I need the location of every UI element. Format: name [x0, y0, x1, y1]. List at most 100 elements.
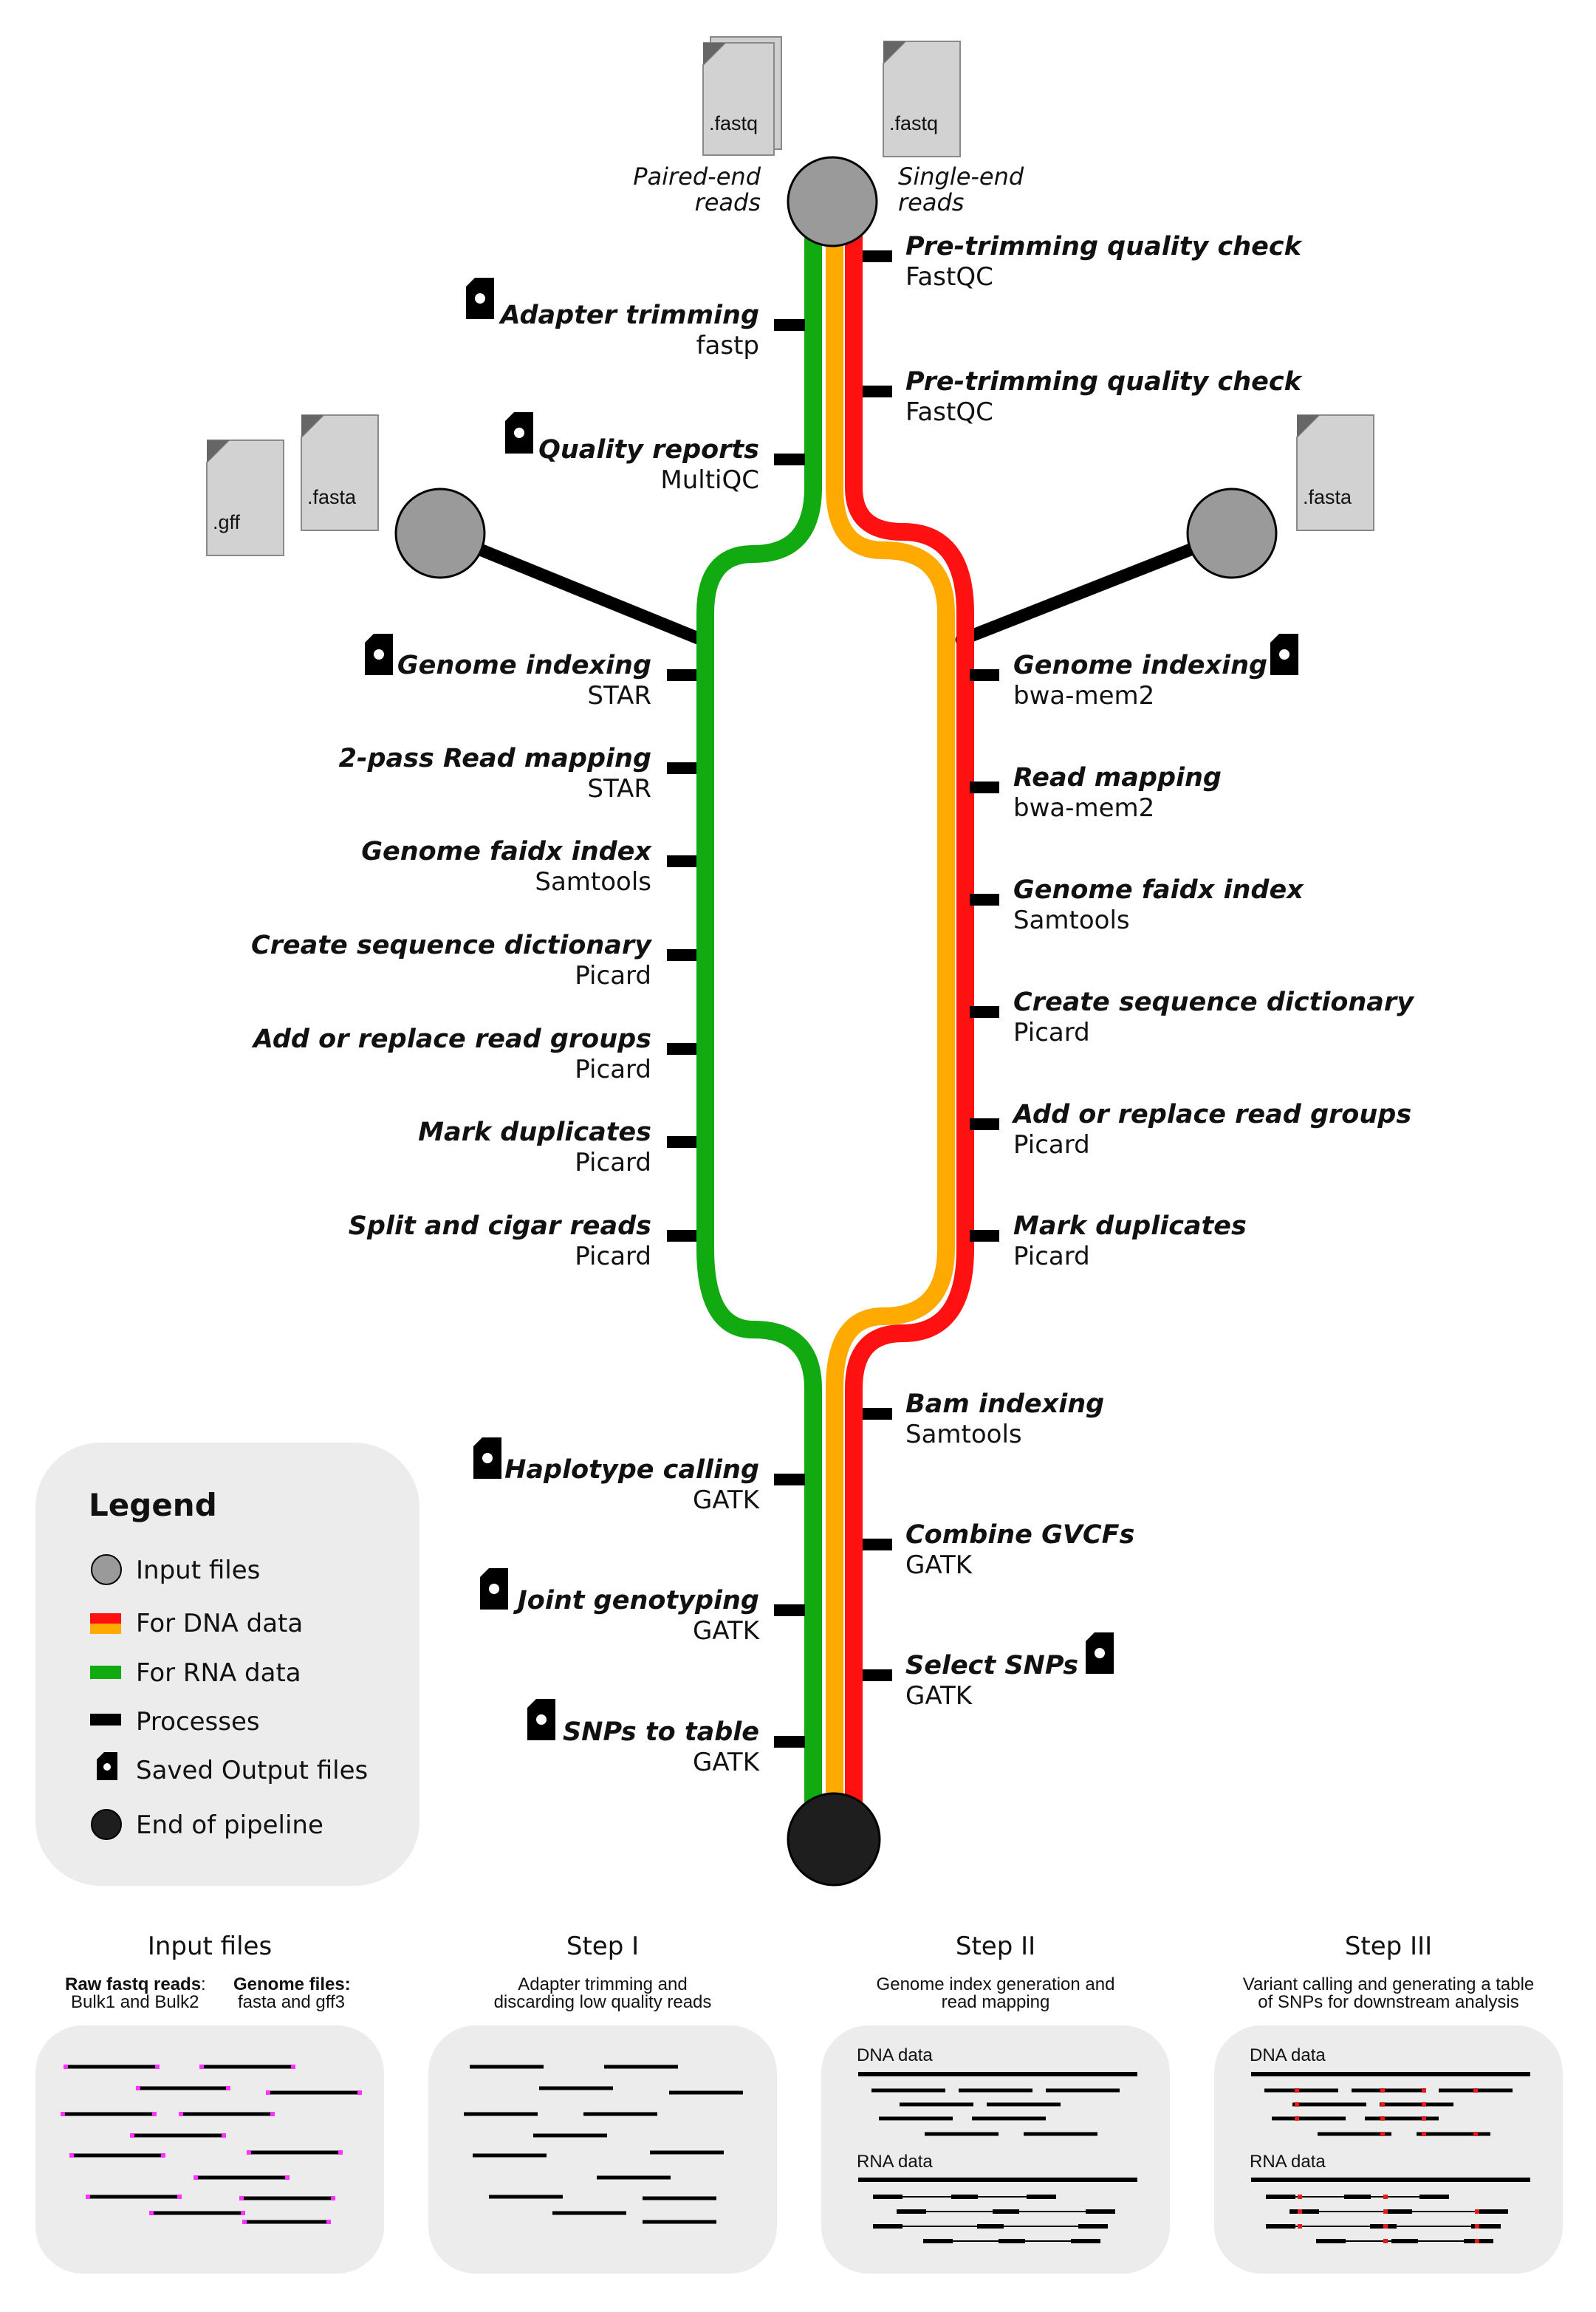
raw-reads-illustration: [61, 2065, 362, 2224]
legend-process-icon: [90, 1714, 121, 1726]
station-tool: STAR: [587, 774, 651, 804]
dna-line-inner: [826, 226, 955, 1837]
station-name: Haplotype calling: [504, 1455, 759, 1485]
legend-saved-file-icon: [97, 1752, 117, 1780]
process-tick: [970, 782, 999, 793]
panel-input-head-2: Genome files:: [233, 1974, 351, 1994]
process-tick: [863, 1539, 892, 1550]
station-tool: GATK: [905, 1681, 973, 1711]
mapped-reads-illustration: [858, 2072, 1137, 2243]
process-tick: [863, 1669, 892, 1681]
station-tool: bwa-mem2: [1013, 793, 1154, 823]
panel-step2-sub-2: read mapping: [942, 1992, 1050, 2012]
station-name: Combine GVCFs: [905, 1520, 1134, 1550]
station-tool: FastQC: [905, 262, 993, 292]
process-tick: [667, 669, 696, 681]
metro-lines: [696, 226, 974, 1837]
process-tick: [774, 1604, 805, 1616]
station-name: Select SNPs: [905, 1651, 1078, 1680]
process-tick: [970, 894, 999, 906]
station-tool: Picard: [575, 961, 651, 991]
process-tick: [863, 250, 892, 262]
station-name: Add or replace read groups: [251, 1025, 651, 1054]
gff-label: .gff: [213, 511, 241, 533]
panel-input-title: Input files: [148, 1932, 272, 1961]
station-tool: FastQC: [905, 397, 993, 427]
station-tool: GATK: [693, 1616, 761, 1646]
gff-file-icon: .gff: [206, 440, 284, 556]
station-name: Create sequence dictionary: [1013, 988, 1415, 1017]
saved-output-file-icon: [473, 1437, 501, 1479]
station-name: Genome indexing: [1013, 651, 1267, 680]
reference-line-rna: [434, 527, 708, 646]
panel-step3-dna-label: DNA data: [1250, 2045, 1326, 2065]
process-stations: Pre-trimming quality checkFastQCPre-trim…: [251, 232, 1415, 1777]
station-tool: GATK: [693, 1748, 761, 1777]
station-tool: Picard: [1013, 1130, 1090, 1160]
process-tick: [774, 1736, 805, 1748]
station-name: Create sequence dictionary: [251, 931, 653, 960]
legend-item-end: End of pipeline: [136, 1810, 323, 1840]
station-tool: bwa-mem2: [1013, 681, 1154, 711]
station-name: Split and cigar reads: [349, 1211, 651, 1241]
snp-reads-illustration: [1251, 2072, 1530, 2243]
process-tick: [667, 949, 696, 961]
process-tick: [667, 1136, 696, 1148]
single-end-label-1: Single-end: [898, 163, 1024, 191]
fasta-right-file-icon: .fasta: [1296, 414, 1374, 531]
station-name: SNPs to table: [563, 1717, 759, 1747]
process-tick: [774, 454, 805, 465]
process-tick: [667, 762, 696, 774]
process-tick: [774, 319, 805, 331]
station-name: Genome faidx index: [361, 837, 652, 866]
dna-genome-input-node: [1186, 488, 1278, 579]
panel-input-body-2: fasta and gff3: [238, 1992, 345, 2012]
panel-step3-sub-1: Variant calling and generating a table: [1243, 1974, 1535, 1994]
process-tick: [667, 1043, 696, 1055]
process-tick: [970, 669, 999, 681]
station-name: Genome faidx index: [1013, 875, 1304, 905]
panel-step-1: Step I Adapter trimming and discarding l…: [428, 1932, 777, 2274]
trimmed-reads-illustration: [464, 2065, 743, 2224]
saved-output-file-icon: [365, 634, 393, 675]
station-name: Joint genotyping: [513, 1586, 759, 1615]
legend-title: Legend: [89, 1487, 217, 1523]
panel-step1-sub-1: Adapter trimming and: [518, 1974, 687, 1994]
process-tick: [667, 855, 696, 867]
panel-step3-title: Step III: [1345, 1932, 1432, 1961]
station-name: 2-pass Read mapping: [339, 744, 651, 773]
legend-item-rna: For RNA data: [136, 1658, 301, 1688]
paired-fastq-label: .fastq: [709, 112, 758, 134]
station-name: Pre-trimming quality check: [905, 232, 1304, 261]
process-tick: [667, 1230, 696, 1242]
panel-step2-dna-label: DNA data: [857, 2045, 933, 2065]
paired-fastq-file-icon: .fastq: [702, 36, 782, 156]
legend-item-input-files: Input files: [136, 1556, 260, 1585]
station-name: Bam indexing: [905, 1389, 1104, 1419]
process-tick: [863, 1408, 892, 1420]
process-tick: [863, 386, 892, 397]
legend-item-saved-output: Saved Output files: [136, 1756, 368, 1785]
legend-item-processes: Processes: [136, 1707, 260, 1737]
panel-input-head-1: Raw fastq reads: [65, 1974, 201, 1994]
saved-output-file-icon: [1086, 1632, 1114, 1674]
legend-dna-swatch-icon: [90, 1613, 121, 1634]
single-fastq-file-icon: .fastq: [883, 41, 961, 157]
panel-step2-sub-1: Genome index generation and: [877, 1974, 1115, 1994]
station-name: Genome indexing: [397, 651, 651, 680]
station-tool: Samtools: [905, 1420, 1022, 1449]
